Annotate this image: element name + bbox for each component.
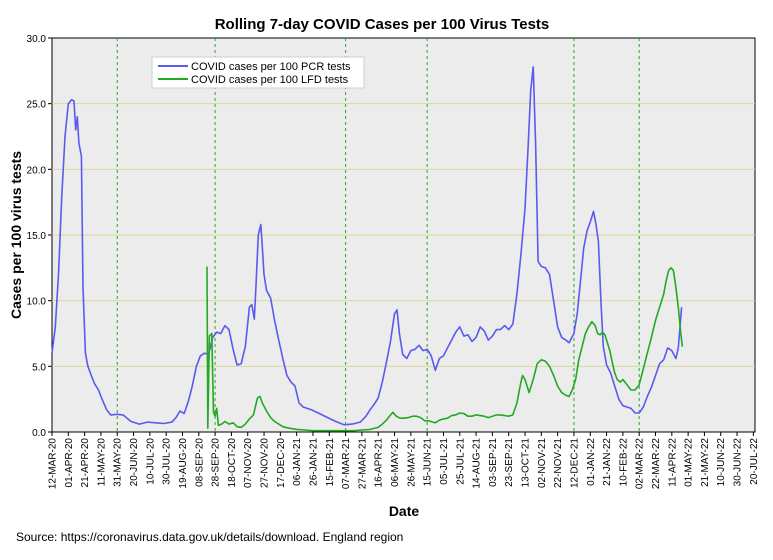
y-tick-label: 0.0	[32, 428, 46, 439]
y-axis-ticks: 0.0 5.0 10.0 15.0 20.0 25.0 30.0	[27, 34, 52, 439]
x-tick-label: 01-JAN-22	[586, 438, 597, 486]
y-tick-label: 10.0	[27, 297, 47, 308]
x-tick-label: 08-SEP-20	[194, 438, 205, 487]
x-tick-label: 21-JAN-22	[602, 438, 613, 486]
x-tick-label: 27-NOV-20	[260, 438, 271, 488]
x-tick-label: 05-JUL-21	[439, 438, 450, 485]
x-tick-label: 30-JUN-22	[733, 438, 744, 487]
y-tick-label: 30.0	[27, 34, 47, 45]
x-tick-label: 30-JUL-20	[162, 438, 173, 485]
x-tick-label: 06-MAY-21	[390, 438, 401, 487]
x-tick-label: 12-MAR-20	[48, 438, 59, 490]
legend: COVID cases per 100 PCR tests COVID case…	[151, 56, 365, 89]
y-tick-label: 15.0	[27, 231, 47, 242]
x-tick-label: 11-APR-22	[667, 438, 678, 487]
series-line-lfd	[206, 266, 684, 432]
y-tick-label: 25.0	[27, 100, 47, 111]
x-tick-label: 10-FEB-22	[618, 438, 629, 487]
series-layer	[51, 66, 684, 432]
x-tick-label: 10-JUL-20	[145, 438, 156, 485]
grid-lines	[52, 103, 755, 367]
x-tick-label: 15-FEB-21	[325, 438, 336, 487]
x-tick-label: 31-MAY-20	[113, 438, 124, 487]
x-tick-label: 02-NOV-21	[537, 438, 548, 488]
x-tick-label: 06-JAN-21	[292, 438, 303, 486]
x-tick-label: 21-APR-20	[80, 438, 91, 488]
x-tick-label: 11-MAY-20	[96, 438, 107, 487]
x-tick-label: 26-JAN-21	[308, 438, 319, 486]
x-tick-label: 25-JUL-21	[455, 438, 466, 485]
x-tick-label: 19-AUG-20	[178, 438, 189, 489]
x-tick-label: 07-MAR-21	[341, 438, 352, 490]
y-tick-label: 5.0	[32, 362, 46, 373]
x-tick-label: 21-MAY-22	[700, 438, 711, 487]
x-tick-label: 03-SEP-21	[488, 438, 499, 487]
x-tick-label: 15-JUN-21	[423, 438, 434, 487]
x-tick-label: 10-JUN-22	[716, 438, 727, 487]
source-note: Source: https://coronavirus.data.gov.uk/…	[16, 530, 404, 544]
x-tick-label: 27-MAR-21	[357, 438, 368, 490]
series-line-pcr	[51, 66, 683, 426]
x-tick-label: 12-DEC-21	[569, 438, 580, 488]
legend-label-lfd: COVID cases per 100 LFD tests	[191, 74, 349, 86]
x-tick-label: 01-APR-20	[64, 438, 75, 488]
x-tick-label: 22-NOV-21	[553, 438, 564, 488]
x-tick-label: 22-MAR-22	[651, 438, 662, 490]
x-axis-ticks: 12-MAR-20 01-APR-20 21-APR-20 11-MAY-20 31-M…	[48, 432, 760, 489]
x-tick-label: 20-JUL-22	[749, 438, 760, 485]
x-tick-label: 17-DEC-20	[276, 438, 287, 488]
x-tick-label: 13-OCT-21	[521, 438, 532, 488]
x-tick-label: 26-MAY-21	[406, 438, 417, 487]
x-tick-label: 16-APR-21	[374, 438, 385, 488]
chart-title: Rolling 7-day COVID Cases per 100 Virus …	[215, 16, 550, 33]
x-axis-label: Date	[389, 503, 420, 519]
x-tick-label: 14-AUG-21	[472, 438, 483, 489]
x-tick-label: 20-JUN-20	[129, 438, 140, 487]
x-tick-label: 07-NOV-20	[243, 438, 254, 488]
legend-label-pcr: COVID cases per 100 PCR tests	[191, 61, 351, 73]
x-tick-label: 18-OCT-20	[227, 438, 238, 488]
y-axis-label: Cases per 100 virus tests	[8, 151, 24, 319]
legend-box	[151, 56, 365, 89]
x-tick-label: 28-SEP-20	[211, 438, 222, 487]
y-tick-label: 20.0	[27, 165, 47, 176]
x-tick-label: 01-MAY-22	[684, 438, 695, 487]
x-tick-label: 23-SEP-21	[504, 438, 515, 487]
x-tick-label: 02-MAR-22	[635, 438, 646, 490]
